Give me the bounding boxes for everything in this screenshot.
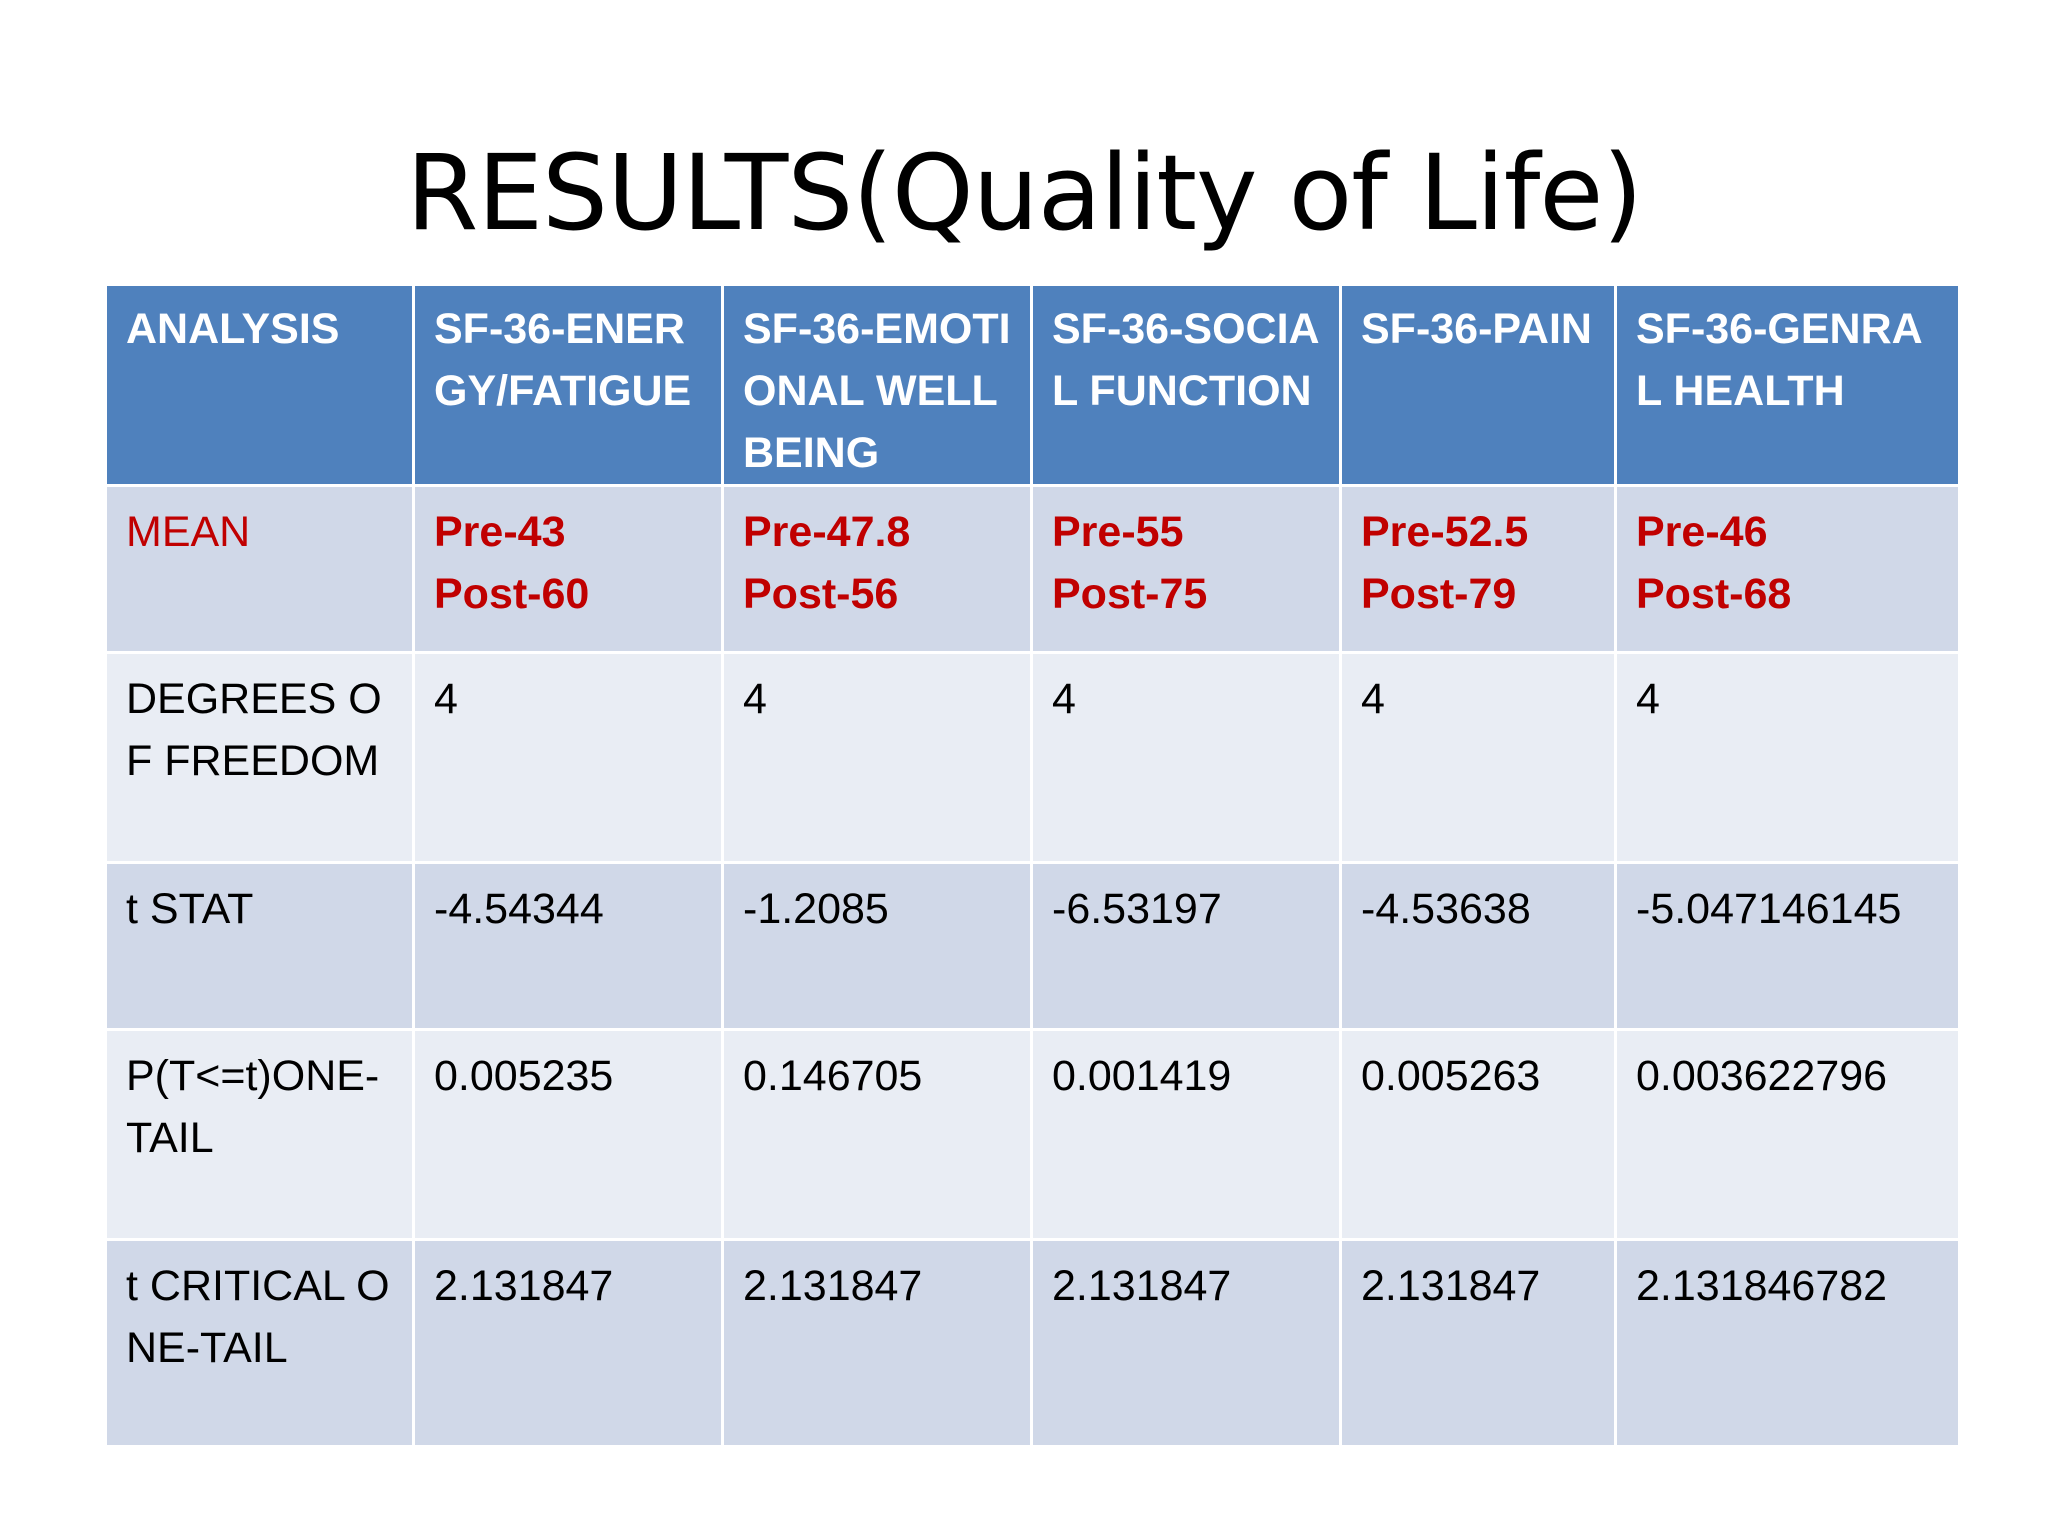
table-row-t-stat: t STAT -4.54344 -1.2085 -6.53197 -4.5363… [104,861,1961,1031]
table-row-mean: MEAN Pre-43 Post-60 Pre-47.8 Post-56 Pre… [104,484,1961,654]
table-cell: -1.2085 [721,861,1033,1031]
table-cell: 4 [1339,651,1617,864]
table-cell: 4 [412,651,724,864]
table-cell: -5.047146145 [1614,861,1961,1031]
mean-pre-value: Pre-47.8 [743,508,911,556]
row-label-t-critical-one-tail: t CRITICAL ONE-TAIL [104,1238,415,1448]
table-cell: 0.146705 [721,1028,1033,1241]
table-cell: 2.131847 [721,1238,1033,1448]
table-cell: -6.53197 [1030,861,1342,1031]
mean-pre-value: Pre-55 [1052,508,1184,556]
row-label-mean: MEAN [104,484,415,654]
results-table: ANALYSIS SF-36-ENERGY/FATIGUE SF-36-EMOT… [104,283,1961,1448]
table-cell: 4 [1030,651,1342,864]
mean-post-value: Post-68 [1636,570,1792,618]
table-cell: 4 [721,651,1033,864]
mean-cell-general-health: Pre-46 Post-68 [1614,484,1961,654]
mean-post-value: Post-60 [434,570,590,618]
header-social-function: SF-36-SOCIAL FUNCTION [1030,283,1342,487]
row-label-t-stat: t STAT [104,861,415,1031]
table-cell: 2.131847 [1339,1238,1617,1448]
mean-cell-social-function: Pre-55 Post-75 [1030,484,1342,654]
header-general-health: SF-36-GENRAL HEALTH [1614,283,1961,487]
table-cell: -4.54344 [412,861,724,1031]
row-label-degrees-of-freedom: DEGREES OF FREEDOM [104,651,415,864]
row-label-p-one-tail: P(T<=t)ONE-TAIL [104,1028,415,1241]
header-pain: SF-36-PAIN [1339,283,1617,487]
table-cell: 2.131846782 [1614,1238,1961,1448]
mean-cell-emotional-well-being: Pre-47.8 Post-56 [721,484,1033,654]
table-cell: 2.131847 [412,1238,724,1448]
mean-post-value: Post-75 [1052,570,1208,618]
table-cell: 4 [1614,651,1961,864]
table-cell: 2.131847 [1030,1238,1342,1448]
mean-pre-value: Pre-46 [1636,508,1768,556]
mean-post-value: Post-79 [1361,570,1517,618]
table-cell: 0.001419 [1030,1028,1342,1241]
header-emotional-well-being: SF-36-EMOTIONAL WELL BEING [721,283,1033,487]
table-cell: 0.003622796 [1614,1028,1961,1241]
slide-title: RESULTS(Quality of Life) [406,132,1643,254]
table-row-p-one-tail: P(T<=t)ONE-TAIL 0.005235 0.146705 0.0014… [104,1028,1961,1241]
header-analysis: ANALYSIS [104,283,415,487]
header-row: ANALYSIS SF-36-ENERGY/FATIGUE SF-36-EMOT… [104,283,1961,487]
table-row-degrees-of-freedom: DEGREES OF FREEDOM 4 4 4 4 4 [104,651,1961,864]
mean-cell-pain: Pre-52.5 Post-79 [1339,484,1617,654]
header-energy-fatigue: SF-36-ENERGY/FATIGUE [412,283,724,487]
table-cell: -4.53638 [1339,861,1617,1031]
mean-pre-value: Pre-43 [434,508,566,556]
table-row-t-critical-one-tail: t CRITICAL ONE-TAIL 2.131847 2.131847 2.… [104,1238,1961,1448]
mean-pre-value: Pre-52.5 [1361,508,1529,556]
table-cell: 0.005235 [412,1028,724,1241]
table-cell: 0.005263 [1339,1028,1617,1241]
mean-post-value: Post-56 [743,570,899,618]
mean-cell-energy-fatigue: Pre-43 Post-60 [412,484,724,654]
